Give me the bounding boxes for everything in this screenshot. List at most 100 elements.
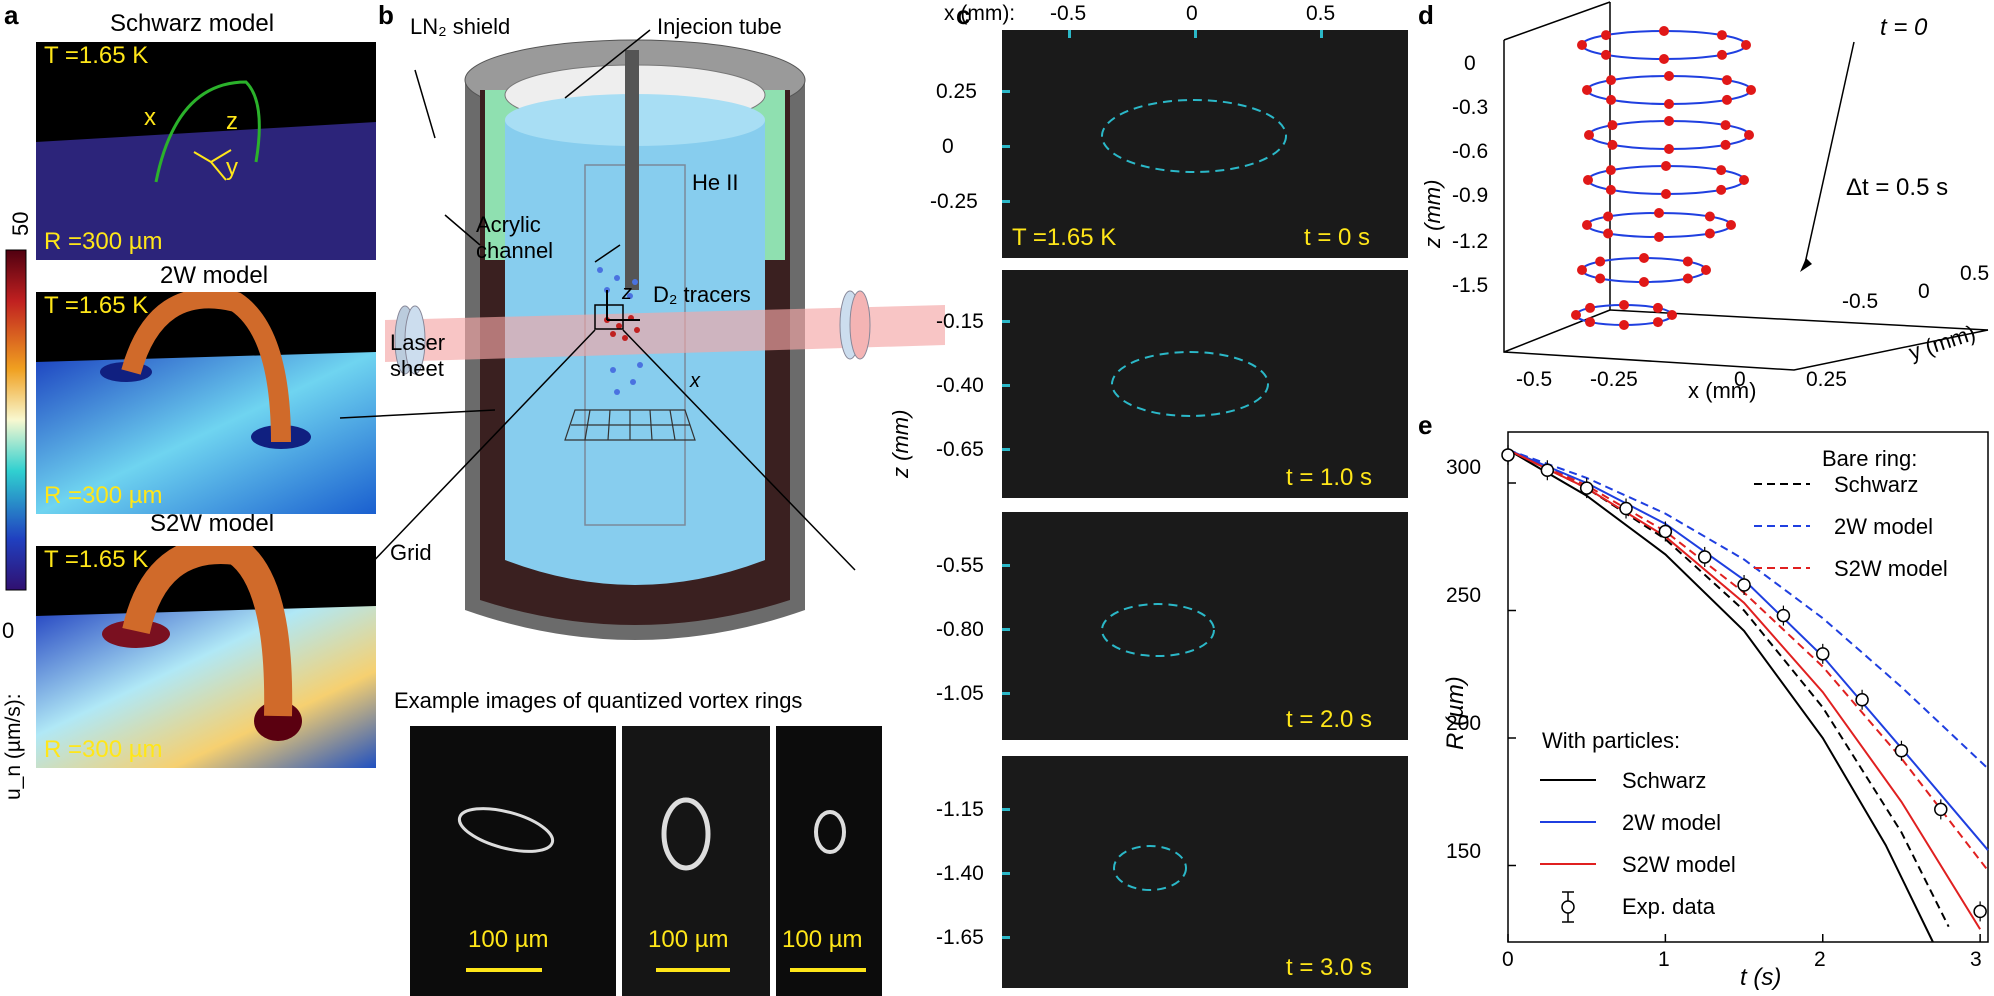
helix-point [1639, 253, 1649, 263]
helix-point [1605, 184, 1616, 195]
helix-point [1659, 26, 1669, 36]
shield-label: LN₂ shield [410, 14, 511, 39]
d-xtick: 0.25 [1806, 368, 1847, 391]
d-xtick: 0 [1734, 368, 1746, 391]
helix-point [1654, 232, 1664, 242]
scale-label: 100 µm [468, 926, 549, 953]
c-ztick: -0.40 [936, 374, 984, 397]
helix-point [1585, 302, 1596, 313]
blue-tracers [597, 267, 643, 395]
c-ztick: -1.15 [936, 798, 984, 821]
frame-time: t = 0 s [1304, 224, 1371, 251]
series-line-1 [1507, 448, 1989, 770]
data-point [1540, 463, 1555, 477]
data-point [1658, 524, 1673, 539]
c-ztick: 0 [942, 135, 954, 158]
helix-point [1583, 175, 1593, 185]
dt-label: Δt = 0.5 s [1846, 174, 1949, 201]
example-image-3: 100 µm [776, 726, 882, 996]
d-ztick: -1.5 [1452, 274, 1489, 297]
helix-point [1664, 116, 1674, 126]
d-ytick: 0.5 [1960, 262, 1990, 285]
helix-point [1667, 310, 1677, 320]
frame-time: t = 1.0 s [1286, 464, 1373, 491]
2w-scene [36, 292, 376, 514]
coord-x-label: x [690, 370, 700, 392]
helix-point [1720, 139, 1731, 150]
temperature-label: T =1.65 K [44, 292, 149, 319]
helix-point [1741, 40, 1751, 50]
helix-point [1606, 75, 1617, 86]
radius-label: R =300 µm [44, 482, 163, 509]
laser-label-2: sheet [390, 356, 444, 381]
cryostat-diagram [339, 29, 945, 640]
d-ztick: 0 [1464, 52, 1476, 75]
tube-label: Injecion tube [657, 14, 782, 39]
helix-point [1701, 265, 1711, 275]
legend-bare-lines [1754, 483, 1810, 569]
injection-tube [625, 50, 639, 290]
colorbar-max: 50 [8, 211, 33, 236]
data-point [1934, 802, 1948, 817]
helix-point [1577, 40, 1587, 50]
helix-point [1652, 317, 1663, 328]
vortex-tube [121, 292, 291, 443]
helix-point [1721, 75, 1732, 86]
temperature-label: T =1.65 K [44, 546, 149, 573]
helix-point [1601, 30, 1612, 41]
example-image-2: 100 µm [622, 726, 770, 996]
helix-point [1664, 71, 1674, 81]
frame-temperature: T =1.65 K [1012, 224, 1117, 251]
schwarz-scene [36, 80, 376, 260]
d-ytick: 0 [1918, 280, 1930, 303]
c-ztick: -1.65 [936, 926, 984, 949]
legend-particles-lines [1540, 779, 1596, 923]
helix-point [1659, 54, 1669, 64]
d-xtick: -0.5 [1516, 368, 1553, 391]
colorbar-label: u_n (µm/s): [2, 693, 25, 800]
helix-point [1664, 99, 1674, 109]
frame-time: t = 2.0 s [1286, 706, 1373, 733]
c-xtick: 0.5 [1306, 2, 1336, 25]
c-ztick: -0.25 [930, 190, 978, 213]
d-ztick: -0.9 [1452, 184, 1489, 207]
colorbar [5, 249, 27, 591]
frame-1: t = 1.0 s [1002, 270, 1408, 498]
radius-vs-time-chart [1501, 431, 1989, 943]
d-z-label: z (mm) [1420, 179, 1445, 248]
c-ztick: -0.55 [936, 554, 984, 577]
c-ztick: -0.65 [936, 438, 984, 461]
2w-title: 2W model [160, 262, 269, 289]
legend-item: 2W model [1834, 514, 1934, 539]
helix-point [1606, 94, 1617, 105]
c-ztick: -0.15 [936, 310, 984, 333]
frame-2: t = 2.0 s [1002, 512, 1408, 740]
helix-point [1582, 85, 1592, 95]
axis-y-label: y [226, 154, 238, 181]
helix-point [1619, 300, 1629, 310]
helix-point [1716, 30, 1727, 41]
frame-time: t = 3.0 s [1286, 954, 1373, 981]
legend-particles-title: With particles: [1542, 728, 1681, 753]
panel-label-d: d [1418, 0, 1434, 30]
scale-label: 100 µm [782, 926, 863, 953]
c-xtick: -0.5 [1050, 2, 1087, 25]
e-ytick: 200 [1446, 712, 1482, 735]
helix-point [1603, 211, 1614, 222]
grid-label: Grid [390, 540, 432, 565]
helix-point [1704, 211, 1715, 222]
data-point [1619, 501, 1633, 516]
legend-item: Schwarz [1834, 472, 1919, 497]
grid-mesh [564, 409, 696, 441]
data-point [1855, 693, 1869, 707]
schwarz-title: Schwarz model [110, 10, 275, 37]
d-ztick: -0.6 [1452, 140, 1489, 163]
c-ztick: -1.05 [936, 682, 984, 705]
example-image-1: 100 µm [410, 726, 616, 996]
frame-3: t = 3.0 s [1002, 756, 1408, 988]
coord-z-label: z [622, 282, 632, 304]
data-point [1973, 904, 1987, 919]
tracers-label: D₂ tracers [653, 282, 751, 307]
he-label: He II [692, 170, 739, 195]
schwarz-render: x z y T =1.65 K R =300 µm [36, 42, 376, 260]
